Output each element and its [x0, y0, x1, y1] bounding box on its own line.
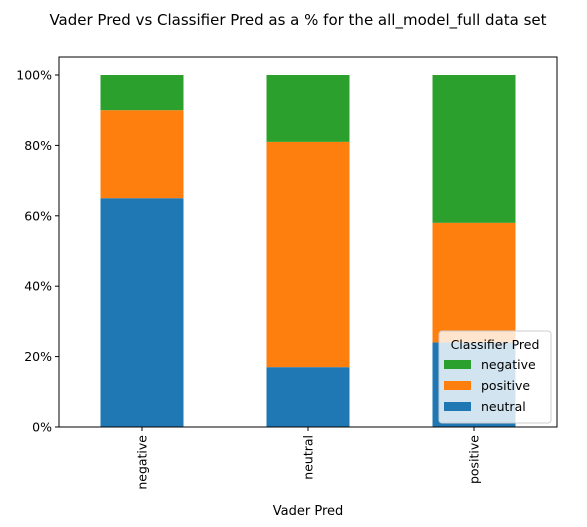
y-tick-label: 40%	[24, 279, 52, 294]
y-tick-label: 20%	[24, 349, 52, 364]
legend-box	[438, 330, 552, 424]
bar-neutral-negative	[266, 75, 350, 142]
x-tick-label: positive	[467, 435, 482, 484]
bar-neutral-positive	[266, 141, 350, 368]
bar-negative-positive	[100, 110, 184, 199]
legend-title: Classifier Pred	[451, 337, 540, 352]
x-tick-label: negative	[135, 435, 150, 490]
x-tick-label: neutral	[301, 435, 316, 480]
bar-positive-positive	[432, 222, 516, 343]
y-axis: 0% 20% 40% 60% 80% 100%	[16, 68, 59, 435]
y-tick-label: 60%	[24, 208, 52, 223]
legend-label-negative: negative	[481, 357, 536, 372]
bar-negative-negative	[100, 75, 184, 111]
legend-swatch-negative	[444, 360, 471, 369]
bar-positive-negative	[432, 75, 516, 223]
y-tick-label: 100%	[16, 68, 52, 83]
legend-swatch-positive	[444, 381, 471, 390]
x-axis: negative neutral positive	[135, 427, 482, 490]
chart-title: Vader Pred vs Classifier Pred as a % for…	[49, 11, 546, 30]
legend-label-neutral: neutral	[481, 399, 526, 414]
x-axis-label: Vader Pred	[273, 504, 344, 519]
legend: Classifier Pred negative positive neutral	[438, 330, 552, 424]
y-tick-label: 0%	[32, 420, 52, 435]
legend-swatch-neutral	[444, 402, 471, 411]
legend-label-positive: positive	[481, 378, 530, 393]
y-tick-label: 80%	[24, 138, 52, 153]
bar-neutral-neutral	[266, 367, 350, 427]
bars-group	[100, 75, 516, 427]
bar-negative-neutral	[100, 198, 184, 427]
